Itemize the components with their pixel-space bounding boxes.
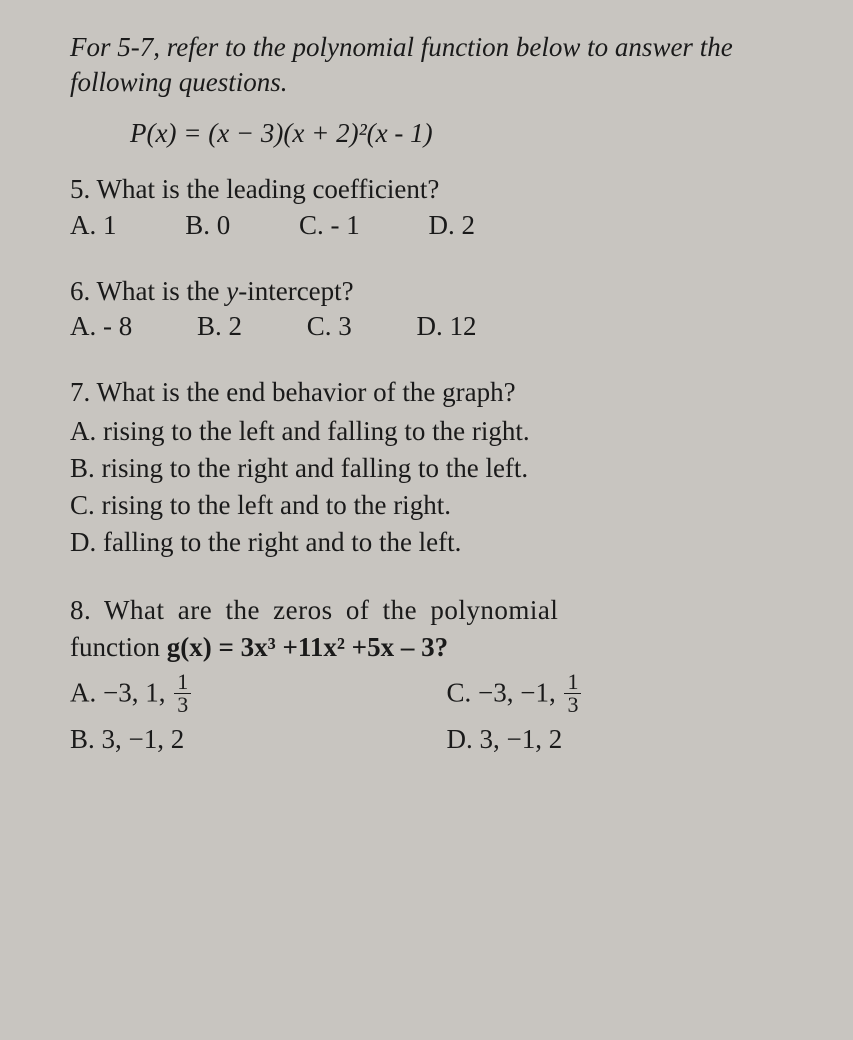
q5-option-b[interactable]: B. 0 [185, 210, 230, 241]
formula-lhs: P(x) [130, 118, 176, 148]
q8-c-den: 3 [564, 694, 581, 716]
q6-suffix: -intercept? [238, 276, 353, 306]
formula-rhs: (x − 3)(x + 2)²(x - 1) [208, 118, 432, 148]
q7-option-a[interactable]: A. rising to the left and falling to the… [70, 413, 803, 450]
q6-option-b[interactable]: B. 2 [197, 311, 242, 342]
q8-a-prefix: A. −3, 1, [70, 678, 172, 708]
q5-prompt: 5. What is the leading coefficient? [70, 171, 803, 207]
polynomial-formula: P(x) = (x − 3)(x + 2)²(x - 1) [130, 118, 803, 149]
q8-line1: 8. What are the zeros of the polynomial [70, 592, 803, 630]
q6-option-a[interactable]: A. - 8 [70, 311, 132, 342]
q6-prefix: 6. What is the [70, 276, 226, 306]
q6-option-c[interactable]: C. 3 [307, 311, 352, 342]
q6-var: y [226, 276, 238, 306]
instruction-text: For 5-7, refer to the polynomial functio… [70, 30, 803, 100]
question-6: 6. What is the y-intercept? A. - 8 B. 2 … [70, 273, 803, 342]
q8-a-den: 3 [174, 694, 191, 716]
q7-option-d[interactable]: D. falling to the right and to the left. [70, 524, 803, 561]
q8-option-a[interactable]: A. −3, 1, 13 [70, 673, 427, 718]
q8-options: A. −3, 1, 13 C. −3, −1, 13 B. 3, −1, 2 D… [70, 673, 803, 755]
formula-eq: = [176, 118, 208, 148]
question-8: 8. What are the zeros of the polynomial … [70, 592, 803, 756]
q5-option-a[interactable]: A. 1 [70, 210, 117, 241]
q8-option-b[interactable]: B. 3, −1, 2 [70, 724, 427, 755]
q8-line2-prefix: function [70, 632, 167, 662]
q8-line2: function g(x) = 3x³ +11x² +5x – 3? [70, 629, 803, 667]
q8-option-c[interactable]: C. −3, −1, 13 [447, 673, 804, 718]
q6-option-d[interactable]: D. 12 [417, 311, 477, 342]
fraction-icon: 13 [174, 671, 191, 716]
q8-option-d[interactable]: D. 3, −1, 2 [447, 724, 804, 755]
question-7: 7. What is the end behavior of the graph… [70, 374, 803, 561]
q7-option-c[interactable]: C. rising to the left and to the right. [70, 487, 803, 524]
q5-option-c[interactable]: C. - 1 [299, 210, 360, 241]
q5-option-d[interactable]: D. 2 [429, 210, 476, 241]
q8-c-num: 1 [564, 671, 581, 694]
q7-prompt: 7. What is the end behavior of the graph… [70, 374, 803, 410]
q6-options: A. - 8 B. 2 C. 3 D. 12 [70, 311, 803, 342]
question-5: 5. What is the leading coefficient? A. 1… [70, 171, 803, 240]
q7-option-b[interactable]: B. rising to the right and falling to th… [70, 450, 803, 487]
q8-a-num: 1 [174, 671, 191, 694]
q8-function: g(x) = 3x³ +11x² +5x – 3? [167, 632, 448, 662]
fraction-icon: 13 [564, 671, 581, 716]
q5-options: A. 1 B. 0 C. - 1 D. 2 [70, 210, 803, 241]
q6-prompt: 6. What is the y-intercept? [70, 273, 803, 309]
q8-c-prefix: C. −3, −1, [447, 678, 563, 708]
